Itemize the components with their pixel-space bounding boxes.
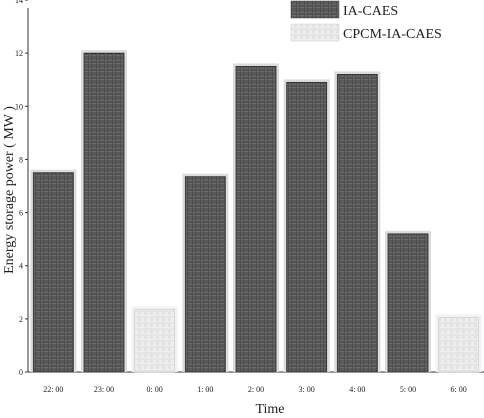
y-tick-label: 14 — [15, 0, 23, 5]
bars — [30, 50, 482, 373]
x-tick-label: 1: 00 — [197, 385, 213, 394]
bar-ia-caes-2-00 — [235, 66, 277, 373]
legend-label-ia-caes: IA-CAES — [343, 4, 398, 19]
y-tick-label: 6 — [19, 209, 23, 218]
legend-swatch-cpcm-ia-caes — [290, 23, 340, 42]
legend: IA-CAES CPCM-IA-CAES — [290, 0, 442, 42]
x-tick-label: 23: 00 — [94, 385, 114, 394]
legend-label-cpcm-ia-caes: CPCM-IA-CAES — [343, 27, 442, 42]
bar-ia-caes-5-00 — [387, 233, 429, 373]
legend-swatch-ia-caes — [290, 0, 340, 19]
y-tick-label: 8 — [19, 155, 23, 164]
x-tick-label: 3: 00 — [299, 385, 315, 394]
y-axis-label: Energy storage power ( MW ) — [2, 106, 17, 274]
x-tick-label: 6: 00 — [451, 385, 467, 394]
y-tick-label: 4 — [19, 262, 23, 271]
bar-cpcm-ia-caes-6-00 — [438, 317, 480, 373]
bar-ia-caes-4-00 — [336, 74, 378, 373]
y-tick-label: 2 — [19, 315, 23, 324]
x-axis-label: Time — [255, 402, 284, 417]
y-tick-label: 10 — [15, 102, 23, 111]
bar-cpcm-ia-caes-0-00 — [134, 309, 176, 373]
x-tick-label: 22: 00 — [43, 385, 63, 394]
x-tick-label: 5: 00 — [400, 385, 416, 394]
bar-ia-caes-23-00 — [83, 52, 125, 373]
x-axis: 22: 00 23: 00 0: 00 1: 00 2: 00 3: 00 4: 00 5: … — [43, 385, 467, 394]
x-tick-label: 0: 00 — [147, 385, 163, 394]
y-tick-label: 0 — [19, 368, 23, 377]
y-axis: 0 2 4 6 8 10 12 14 — [15, 0, 28, 377]
legend-entry-cpcm-ia-caes: CPCM-IA-CAES — [290, 23, 442, 42]
bar-ia-caes-1-00 — [184, 176, 226, 373]
bar-ia-caes-3-00 — [286, 81, 328, 373]
legend-entry-ia-caes: IA-CAES — [290, 0, 398, 19]
y-tick-label: 12 — [15, 49, 23, 58]
x-tick-label: 4: 00 — [349, 385, 365, 394]
x-tick-label: 2: 00 — [248, 385, 264, 394]
bar-ia-caes-22-00 — [32, 172, 74, 373]
